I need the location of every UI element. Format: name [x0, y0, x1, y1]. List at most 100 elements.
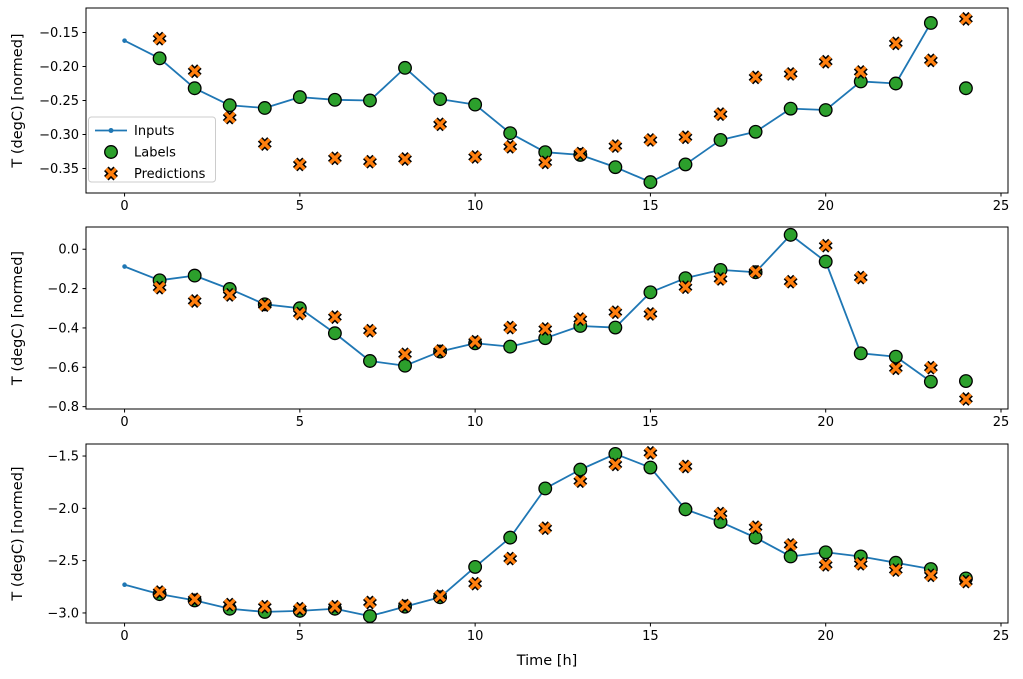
label-marker — [363, 354, 377, 368]
x-tick-label: 15 — [642, 415, 659, 430]
y-tick-label: −0.20 — [39, 60, 79, 75]
y-tick-label: −0.15 — [39, 26, 79, 41]
label-marker — [363, 609, 377, 624]
label-marker — [958, 374, 973, 389]
label-marker — [818, 545, 833, 560]
label-marker — [888, 76, 903, 91]
label-marker — [853, 346, 868, 361]
label-marker — [783, 549, 798, 564]
label-marker — [398, 60, 412, 75]
label-marker — [923, 16, 938, 30]
prediction-marker — [958, 392, 973, 406]
label-marker — [818, 103, 833, 117]
y-tick-label: −0.4 — [47, 321, 79, 336]
label-marker — [608, 446, 623, 461]
prediction-marker — [292, 306, 307, 321]
prediction-marker — [713, 107, 728, 122]
prediction-marker — [398, 152, 412, 166]
label-marker — [713, 132, 728, 147]
label-marker — [468, 559, 483, 574]
prediction-marker — [222, 597, 237, 612]
y-tick-label: −0.6 — [47, 361, 79, 376]
label-marker — [818, 254, 833, 269]
y-tick-label: −0.2 — [47, 282, 79, 297]
prediction-marker — [257, 599, 272, 614]
x-tick-label: 5 — [296, 415, 304, 430]
legend-label-predictions: Predictions — [134, 167, 206, 182]
y-axis-label: T (degC) [normed] — [10, 33, 26, 168]
label-marker — [538, 481, 553, 496]
prediction-marker — [398, 347, 412, 362]
x-tick-label: 20 — [817, 629, 834, 644]
label-marker — [152, 51, 167, 66]
y-axis-label: T (degC) [normed] — [10, 466, 26, 601]
input-dot — [122, 38, 127, 43]
y-tick-label: −0.30 — [39, 128, 79, 143]
prediction-marker — [187, 592, 202, 607]
prediction-marker — [783, 274, 798, 289]
prediction-marker — [187, 64, 202, 79]
label-marker — [222, 98, 237, 113]
label-marker — [398, 358, 412, 373]
x-tick-label: 25 — [993, 629, 1010, 644]
prediction-marker — [678, 280, 693, 295]
prediction-marker — [503, 551, 518, 566]
legend: Inputs Labels Predictions — [88, 116, 216, 183]
prediction-marker — [398, 598, 412, 613]
prediction-marker — [362, 595, 377, 610]
prediction-marker — [257, 298, 272, 313]
label-marker — [643, 285, 658, 300]
prediction-marker — [713, 271, 728, 286]
prediction-marker — [608, 305, 623, 320]
prediction-marker — [818, 557, 833, 572]
y-tick-label: −2.0 — [47, 502, 79, 517]
prediction-marker — [783, 67, 798, 81]
y-tick-label: −0.8 — [47, 400, 79, 415]
label-marker — [503, 126, 518, 141]
prediction-marker — [783, 537, 798, 552]
prediction-marker — [643, 132, 658, 147]
prediction-marker — [362, 323, 377, 338]
predictions-markers — [152, 238, 973, 406]
prediction-marker — [923, 568, 938, 583]
prediction-marker — [923, 53, 938, 68]
label-marker — [363, 93, 377, 108]
y-tick-label: −2.5 — [47, 554, 79, 569]
label-marker — [958, 81, 973, 96]
prediction-marker — [888, 563, 903, 578]
label-marker — [538, 145, 553, 160]
subplot-1: 0 5 10 15 20 25 −0.15 −0.20 −0.25 −0.30 −0.35 T (de… — [10, 7, 1009, 214]
prediction-marker — [748, 264, 763, 279]
label-marker — [748, 530, 763, 545]
prediction-marker — [678, 130, 693, 145]
label-marker — [503, 530, 518, 545]
y-tick-label: −0.35 — [39, 162, 79, 177]
prediction-marker — [643, 445, 658, 460]
legend-box — [88, 116, 216, 183]
legend-label-labels: Labels — [134, 146, 176, 161]
label-marker — [643, 175, 658, 190]
label-marker — [783, 227, 798, 242]
prediction-marker — [958, 11, 973, 26]
prediction-marker — [573, 474, 588, 489]
prediction-marker — [468, 334, 483, 349]
subplot-3: 0 5 10 15 20 25 −1.5 −2.0 −2.5 −3.0 T (degC) [norm… — [10, 443, 1010, 644]
x-tick-label: 15 — [642, 199, 659, 214]
axes-frame — [85, 226, 1009, 410]
y-tick-label: −1.5 — [47, 450, 79, 465]
prediction-marker — [888, 36, 903, 51]
prediction-marker — [958, 574, 973, 589]
prediction-marker — [152, 585, 167, 599]
x-axis-label: Time [h] — [516, 653, 578, 669]
prediction-marker — [503, 320, 518, 335]
prediction-marker — [187, 294, 202, 308]
prediction-marker — [468, 576, 483, 591]
label-marker — [433, 92, 448, 107]
x-tick-label: 10 — [467, 199, 484, 214]
label-marker — [923, 374, 938, 389]
prediction-marker — [222, 287, 237, 302]
prediction-marker — [853, 64, 868, 79]
prediction-marker — [818, 238, 833, 253]
label-marker — [853, 74, 868, 89]
